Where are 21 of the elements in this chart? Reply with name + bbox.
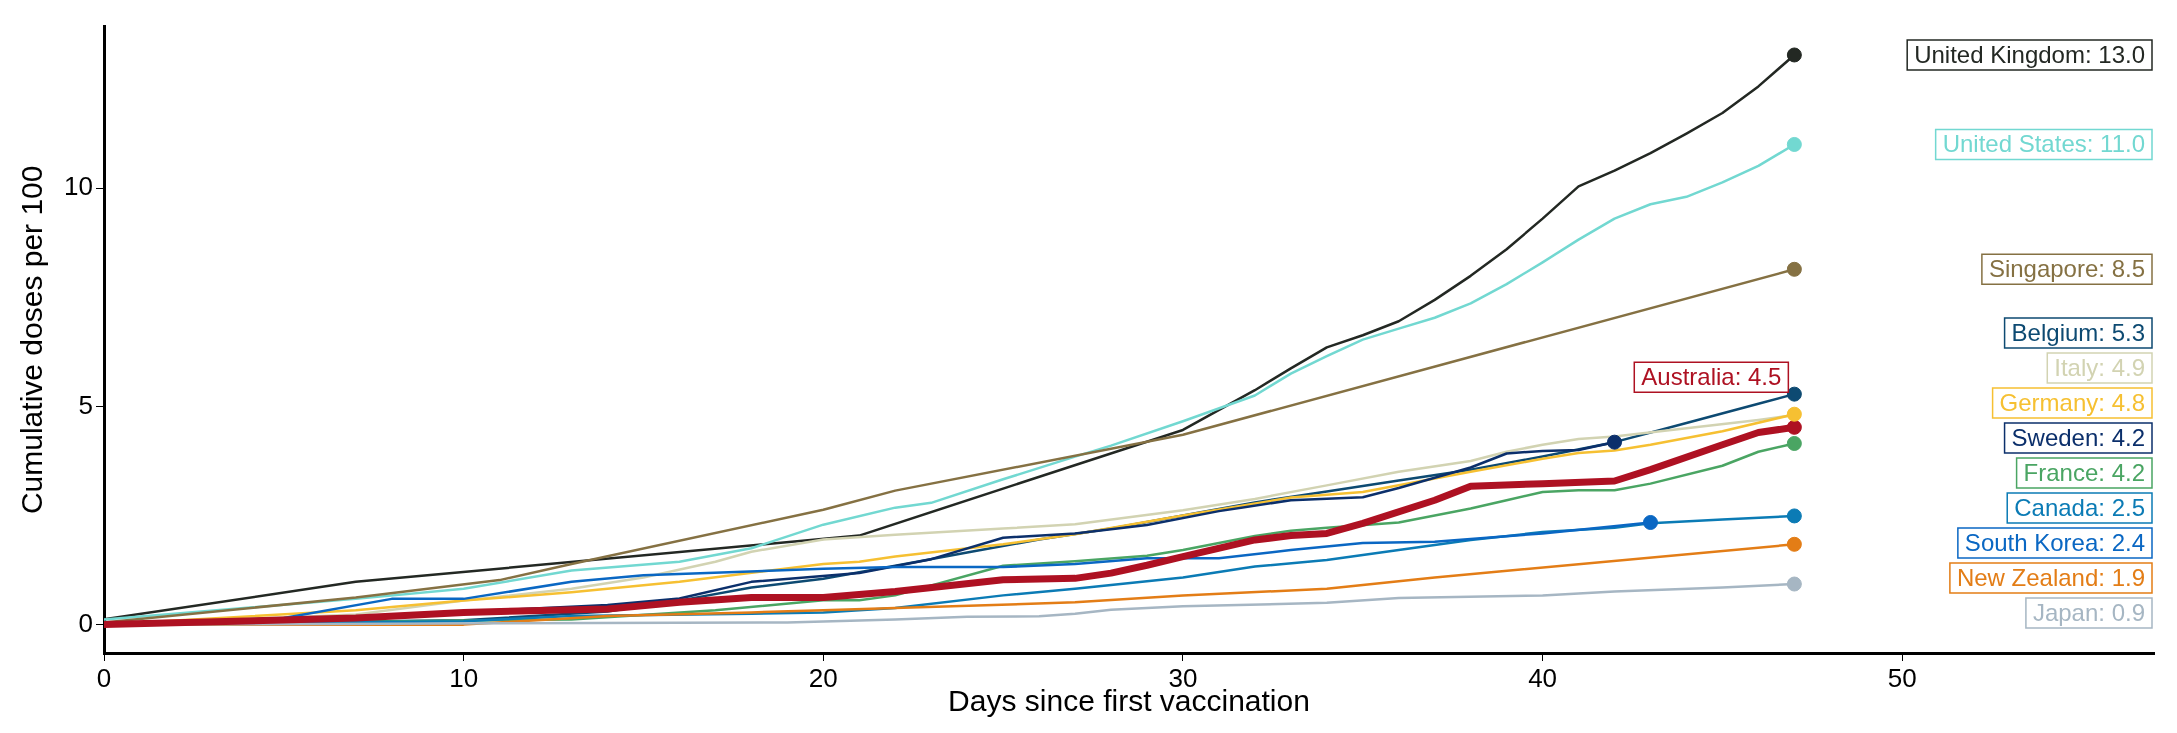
x-tick-label: 40 <box>1528 662 1558 693</box>
y-tick-label: 10 <box>64 171 93 202</box>
x-tick-label: 20 <box>808 662 838 693</box>
y-tick-label: 5 <box>78 389 93 420</box>
annotation: United Kingdom: 13.0 <box>1914 40 2145 68</box>
annotation: Singapore: 8.5 <box>1988 254 2146 282</box>
annotation: Belgium: 5.3 <box>2011 318 2145 346</box>
annotation: United States: 11.0 <box>1942 130 2146 158</box>
annotation: Germany: 4.8 <box>1999 388 2146 416</box>
annotation: France: 4.2 <box>2023 458 2146 486</box>
annotation: Sweden: 4.2 <box>2011 423 2146 451</box>
annotation: Japan: 0.9 <box>2032 598 2145 626</box>
y-axis-title: Cumulative doses per 100 <box>15 165 49 515</box>
x-tick-label: 50 <box>1887 662 1917 693</box>
annotation: Italy: 4.9 <box>2054 353 2145 381</box>
x-tick-label: 10 <box>449 662 479 693</box>
annotation: Canada: 2.5 <box>2014 493 2146 521</box>
annotation: New Zealand: 1.9 <box>1956 563 2145 591</box>
annotation: South Korea: 2.4 <box>1964 528 2146 556</box>
y-tick-label: 0 <box>78 607 93 638</box>
annotation: Australia: 4.5 <box>1641 362 1782 390</box>
